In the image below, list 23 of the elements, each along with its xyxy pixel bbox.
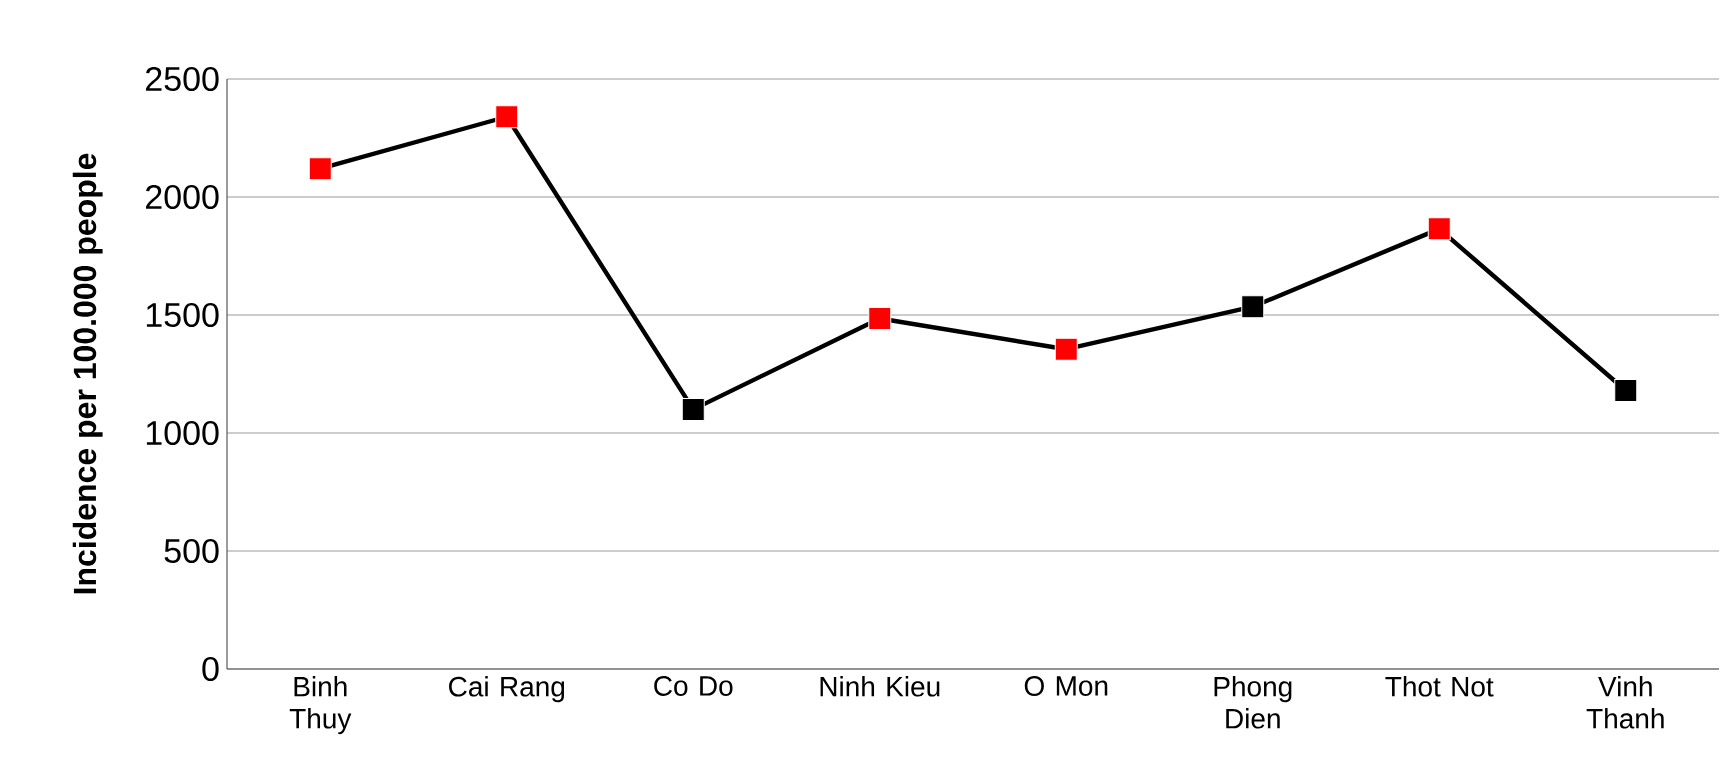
y-axis-title: Incidence per 100.000 people [72,153,103,594]
x-tick-label: Co Do [654,676,733,696]
x-tick-label: O Mon [1024,676,1108,696]
x-tick-label: Thot Not [1385,676,1494,697]
point [681,397,705,421]
point [1614,379,1638,402]
y-tick-label: 1500 [146,302,219,328]
point [495,105,519,129]
point [1054,337,1078,361]
point [308,157,332,181]
y-tick-label: 500 [164,538,219,564]
y-tick-label: 2500 [146,66,219,92]
point [1427,217,1451,241]
x-tick-label: Phong Dien [1214,676,1292,729]
y-tick-label: 0 [202,656,219,682]
x-tick-label: Vinh Thanh [1586,676,1664,729]
y-tick-label: 1000 [146,420,219,446]
x-tick-label: Binh Thuy [289,676,352,735]
x-tick-label: Cai Rang [449,676,565,703]
x-tick-label: Ninh Kieu [820,676,940,697]
point [1241,295,1265,319]
y-tick-label: 2000 [146,184,219,210]
point [868,307,892,331]
